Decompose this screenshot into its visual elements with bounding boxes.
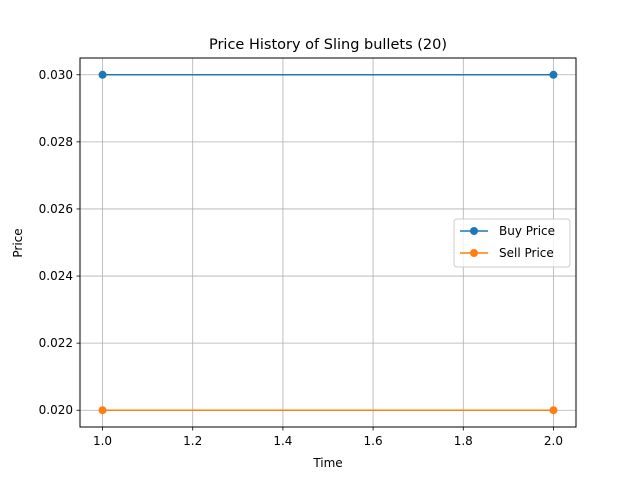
y-tick-label: 0.022	[39, 336, 73, 350]
x-tick-label: 1.8	[454, 434, 473, 448]
data-point	[98, 406, 107, 415]
x-tick-label: 1.6	[364, 434, 383, 448]
y-tick-label: 0.026	[39, 202, 73, 216]
y-axis-ticks: 0.020 0.022 0.024 0.026 0.028 0.030	[39, 68, 80, 417]
chart-title: Price History of Sling bullets (20)	[209, 37, 447, 53]
x-tick-label: 2.0	[544, 434, 563, 448]
x-axis-label: Time	[312, 456, 342, 470]
legend-marker	[470, 227, 478, 235]
y-tick-label: 0.024	[39, 269, 73, 283]
y-axis-label: Price	[11, 228, 25, 257]
data-point	[549, 406, 558, 415]
y-tick-label: 0.020	[39, 403, 73, 417]
legend-marker	[470, 249, 478, 257]
legend: Buy Price Sell Price	[453, 218, 571, 268]
x-tick-label: 1.0	[93, 434, 112, 448]
legend-label: Sell Price	[499, 246, 554, 260]
grid	[80, 58, 576, 427]
y-tick-label: 0.030	[39, 68, 73, 82]
series-layer	[98, 70, 558, 415]
x-tick-label: 1.2	[183, 434, 202, 448]
data-point	[98, 70, 107, 79]
data-point	[549, 70, 558, 79]
legend-label: Buy Price	[499, 224, 555, 238]
plot-frame	[79, 57, 577, 428]
x-axis-ticks: 1.0 1.2 1.4 1.6 1.8 2.0	[93, 427, 563, 448]
x-tick-label: 1.4	[273, 434, 292, 448]
y-tick-label: 0.028	[39, 135, 73, 149]
